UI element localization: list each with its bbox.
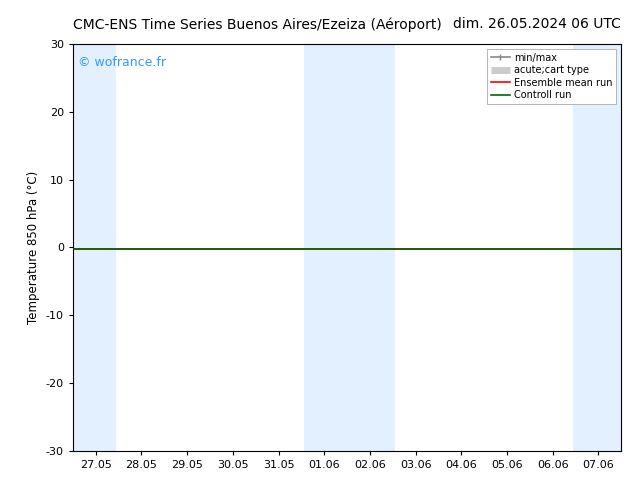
Text: CMC-ENS Time Series Buenos Aires/Ezeiza (Aéroport): CMC-ENS Time Series Buenos Aires/Ezeiza … (73, 17, 442, 32)
Bar (304, 44, 395, 451)
Text: © wofrance.fr: © wofrance.fr (79, 56, 166, 69)
Y-axis label: Temperature 850 hPa (°C): Temperature 850 hPa (°C) (27, 171, 40, 324)
Legend: min/max, acute;cart type, Ensemble mean run, Controll run: min/max, acute;cart type, Ensemble mean … (487, 49, 616, 104)
Bar (573, 44, 621, 451)
Bar (73, 44, 116, 451)
Text: dim. 26.05.2024 06 UTC: dim. 26.05.2024 06 UTC (453, 17, 621, 31)
